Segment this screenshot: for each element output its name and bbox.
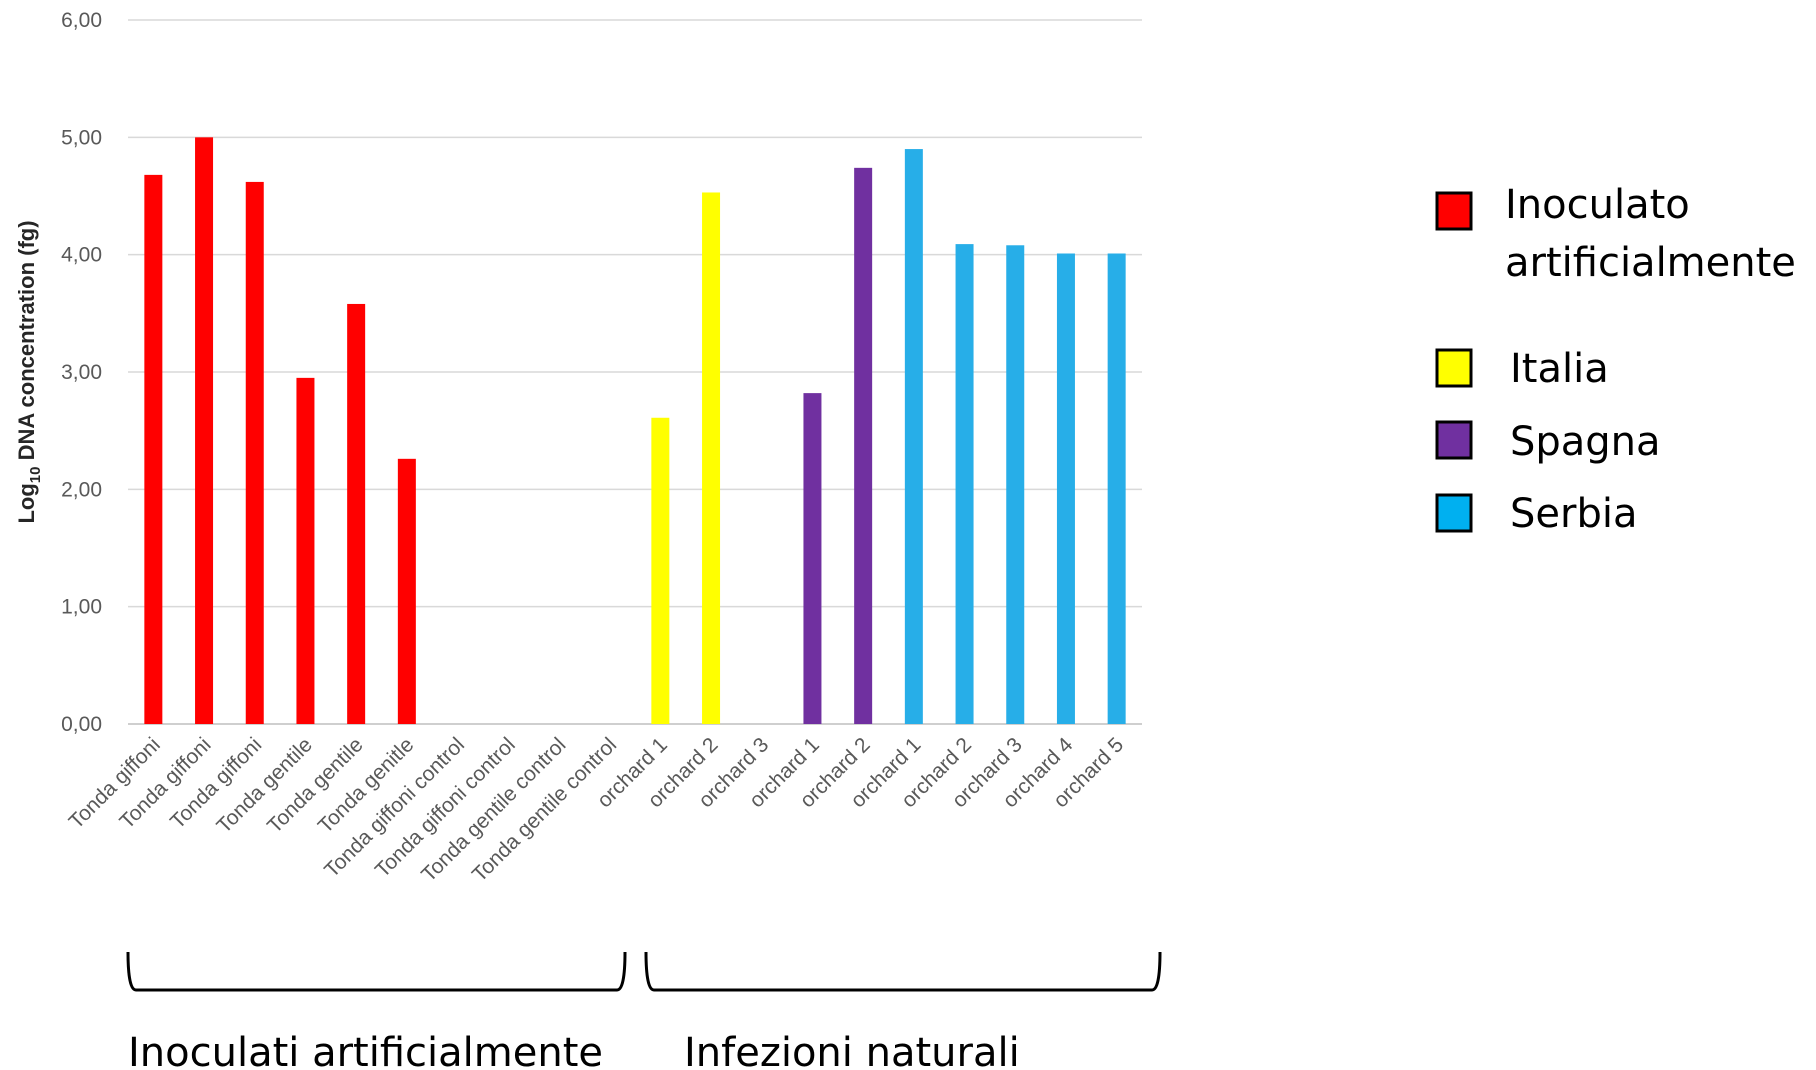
legend-label: artificialmente bbox=[1505, 240, 1796, 286]
bar bbox=[144, 174, 163, 724]
y-axis-title-main: Log bbox=[14, 483, 39, 523]
y-tick-label: 2,00 bbox=[61, 478, 102, 501]
bars bbox=[144, 137, 1126, 725]
y-tick-label: 5,00 bbox=[61, 126, 102, 149]
y-tick-label: 6,00 bbox=[61, 9, 102, 32]
bar bbox=[955, 244, 974, 724]
legend-swatch bbox=[1435, 191, 1473, 231]
y-tick-label: 0,00 bbox=[61, 713, 102, 736]
legend-label: Italia bbox=[1510, 346, 1609, 392]
bar bbox=[1056, 253, 1075, 724]
bar bbox=[803, 393, 822, 724]
bar bbox=[854, 167, 873, 725]
y-tick-label: 1,00 bbox=[61, 596, 102, 619]
bar bbox=[651, 417, 670, 724]
legend-swatch bbox=[1435, 493, 1473, 533]
bar bbox=[904, 149, 923, 725]
legend-swatch bbox=[1435, 348, 1473, 388]
legend: Inoculato artificialmente Italia Spagna Serb… bbox=[1435, 182, 1796, 537]
bar bbox=[195, 137, 214, 725]
bar bbox=[1006, 245, 1025, 724]
bar bbox=[702, 192, 721, 725]
group-bracket bbox=[126, 951, 627, 992]
y-axis-title-rest: DNA concentration (fg) bbox=[14, 220, 39, 466]
bar bbox=[1107, 253, 1126, 724]
y-tick-label: 3,00 bbox=[61, 361, 102, 384]
y-tick-labels: 0,00 1,00 2,00 3,00 4,00 5,00 6,00 bbox=[61, 9, 102, 736]
legend-label: Serbia bbox=[1510, 491, 1637, 537]
legend-swatch bbox=[1435, 420, 1473, 460]
bar bbox=[397, 458, 416, 724]
legend-label: Spagna bbox=[1510, 419, 1661, 465]
legend-label: Inoculato bbox=[1505, 182, 1690, 228]
gridlines bbox=[128, 19, 1142, 725]
bar bbox=[245, 181, 264, 725]
y-axis-title-subscript: 10 bbox=[27, 467, 44, 484]
bar bbox=[347, 303, 366, 724]
group-brackets: Inoculati artificialmente Infezioni natur… bbox=[126, 951, 1162, 1070]
y-tick-label: 4,00 bbox=[61, 244, 102, 267]
group-label: Inoculati artificialmente bbox=[128, 1030, 603, 1070]
group-bracket bbox=[644, 951, 1162, 992]
group-label: Infezioni naturali bbox=[684, 1030, 1020, 1070]
bar bbox=[296, 377, 315, 724]
y-axis-title: Log10 DNA concentration (fg) bbox=[14, 220, 44, 523]
